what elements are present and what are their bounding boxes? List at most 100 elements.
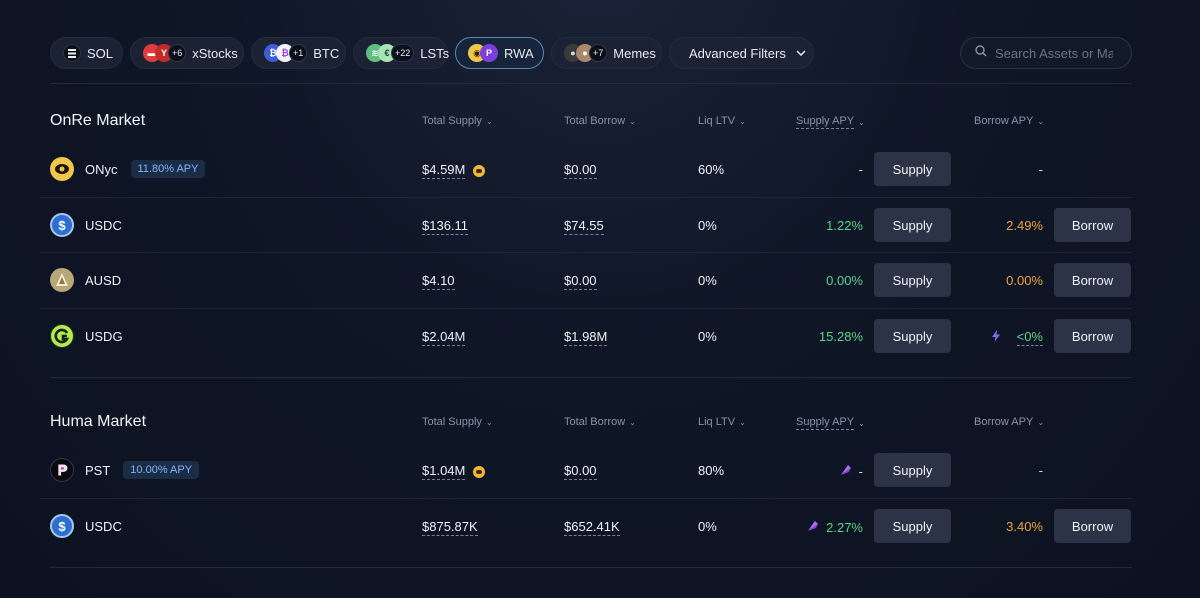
chevron-down-icon: ⌄: [858, 117, 865, 127]
btc-icons: ₿ ₿ +1: [264, 44, 308, 62]
total-borrow-cell: $0.00: [564, 162, 597, 179]
column-header-total-borrow[interactable]: Total Borrow ⌄: [564, 115, 636, 127]
table-row-asset[interactable]: AUSD: [50, 268, 121, 292]
search-input[interactable]: [995, 45, 1113, 61]
filter-label: LSTs: [420, 45, 450, 61]
table-row-asset[interactable]: PST 10.00% APY: [50, 458, 200, 482]
liq-ltv-cell: 0%: [698, 329, 717, 344]
filter-chip-lsts[interactable]: ≋ € +22 LSTs: [353, 37, 450, 69]
market-title: Huma Market: [50, 413, 147, 430]
pst-icon: P: [480, 44, 498, 62]
total-borrow-cell: $0.00: [564, 463, 597, 480]
bolt-icon: [991, 330, 1001, 345]
filter-label: SOL: [87, 45, 114, 61]
row-divider: [40, 308, 1132, 309]
search-icon: [975, 44, 987, 62]
column-header-liq-ltv[interactable]: Liq LTV ⌄: [698, 416, 746, 428]
liq-ltv-cell: 0%: [698, 273, 717, 288]
reward-coin-icon: [473, 164, 486, 177]
total-supply-cell: $4.10: [422, 273, 455, 290]
points-gem-icon: [839, 463, 853, 480]
supply-button[interactable]: Supply: [874, 319, 951, 353]
reward-coin-icon: [473, 465, 486, 478]
onyc-icon: [50, 157, 74, 181]
supply-apy-cell: 2.27%: [780, 519, 863, 536]
apy-badge: 10.00% APY: [123, 461, 200, 479]
chevron-down-icon: ⌄: [1037, 417, 1045, 427]
filter-chip-btc[interactable]: ₿ ₿ +1 BTC: [251, 37, 346, 69]
apy-badge: 11.80% APY: [130, 160, 206, 178]
supply-apy-cell: -: [780, 463, 863, 480]
total-supply-cell: $875.87K: [422, 519, 478, 536]
supply-button[interactable]: Supply: [874, 509, 951, 543]
table-row-asset[interactable]: USDG: [50, 324, 123, 348]
filter-chip-sol[interactable]: SOL: [50, 37, 123, 69]
solana-icon: [63, 44, 81, 62]
supply-apy-cell: -: [858, 162, 863, 177]
supply-apy-cell: 15.28%: [818, 329, 863, 344]
filter-chip-memes[interactable]: ● ● +7 Memes: [551, 37, 662, 69]
total-supply-cell: $4.59M: [422, 162, 486, 179]
borrow-button[interactable]: Borrow: [1054, 208, 1131, 242]
usdg-icon: [50, 324, 74, 348]
usdc-icon: $: [50, 213, 74, 237]
asset-name: AUSD: [85, 272, 122, 288]
liq-ltv-cell: 60%: [698, 162, 725, 177]
search-box[interactable]: [960, 37, 1132, 69]
borrow-button[interactable]: Borrow: [1054, 509, 1131, 543]
xstocks-icons: ▬ Y +6: [143, 44, 187, 62]
filter-label: BTC: [313, 45, 340, 61]
extra-count: +1: [289, 44, 308, 62]
chevron-down-icon: ⌄: [485, 417, 493, 427]
points-gem-icon: [806, 519, 820, 536]
liq-ltv-cell: 0%: [698, 218, 717, 233]
filter-bar: SOL ▬ Y +6 xStocks ₿ ₿ +1 BTC ≋ € +22 LS…: [50, 37, 1132, 69]
column-header-total-borrow[interactable]: Total Borrow ⌄: [564, 416, 636, 428]
extra-count: +7: [589, 44, 608, 62]
section-divider: [50, 567, 1132, 568]
asset-name: ONyc: [85, 161, 118, 177]
column-header-supply-apy[interactable]: Supply APY ⌄: [796, 416, 865, 430]
lst-icons: ≋ € +22: [366, 44, 415, 62]
table-row-asset[interactable]: $ USDC: [50, 514, 122, 538]
borrow-apy-cell: <0%: [960, 329, 1043, 346]
chevron-down-icon: ⌄: [485, 116, 493, 126]
column-header-total-supply[interactable]: Total Supply ⌄: [422, 115, 493, 127]
rwa-icons: ◉ P: [468, 44, 498, 62]
total-borrow-cell: $0.00: [564, 273, 597, 290]
chevron-down-icon: ⌄: [858, 418, 865, 428]
table-row-asset[interactable]: $ USDC: [50, 213, 122, 237]
supply-button[interactable]: Supply: [874, 453, 951, 487]
chevron-down-icon: ⌄: [739, 417, 746, 427]
supply-apy-cell: 0.00%: [826, 273, 863, 288]
borrow-apy-cell: -: [1038, 162, 1043, 177]
liq-ltv-cell: 0%: [698, 519, 717, 534]
supply-button[interactable]: Supply: [874, 152, 951, 186]
chevron-down-icon: ⌄: [629, 417, 636, 427]
total-supply-cell: $2.04M: [422, 329, 466, 346]
borrow-button[interactable]: Borrow: [1054, 319, 1131, 353]
supply-apy-cell: 1.22%: [826, 218, 863, 233]
table-row-asset[interactable]: ONyc 11.80% APY: [50, 157, 206, 181]
borrow-button[interactable]: Borrow: [1054, 263, 1131, 297]
filter-chip-xstocks[interactable]: ▬ Y +6 xStocks: [130, 37, 244, 69]
section-divider: [50, 377, 1132, 378]
total-borrow-cell: $74.55: [564, 218, 604, 235]
column-header-borrow-apy[interactable]: Borrow APY ⌄: [974, 416, 1045, 428]
column-header-liq-ltv[interactable]: Liq LTV ⌄: [698, 115, 746, 127]
column-header-total-supply[interactable]: Total Supply ⌄: [422, 416, 493, 428]
row-divider: [40, 252, 1132, 253]
filter-chip-rwa[interactable]: ◉ P RWA: [455, 37, 544, 69]
column-header-supply-apy[interactable]: Supply APY ⌄: [796, 115, 865, 129]
extra-count: +22: [391, 44, 415, 62]
asset-name: PST: [85, 462, 111, 478]
supply-button[interactable]: Supply: [874, 208, 951, 242]
row-divider: [40, 197, 1132, 198]
total-supply-cell: $1.04M: [422, 463, 486, 480]
supply-button[interactable]: Supply: [874, 263, 951, 297]
filter-label: Memes: [613, 45, 656, 61]
asset-name: USDC: [85, 518, 122, 534]
column-header-borrow-apy[interactable]: Borrow APY ⌄: [974, 115, 1045, 127]
borrow-apy-cell: 0.00%: [1006, 273, 1043, 288]
advanced-filters-button[interactable]: Advanced Filters: [669, 37, 814, 69]
